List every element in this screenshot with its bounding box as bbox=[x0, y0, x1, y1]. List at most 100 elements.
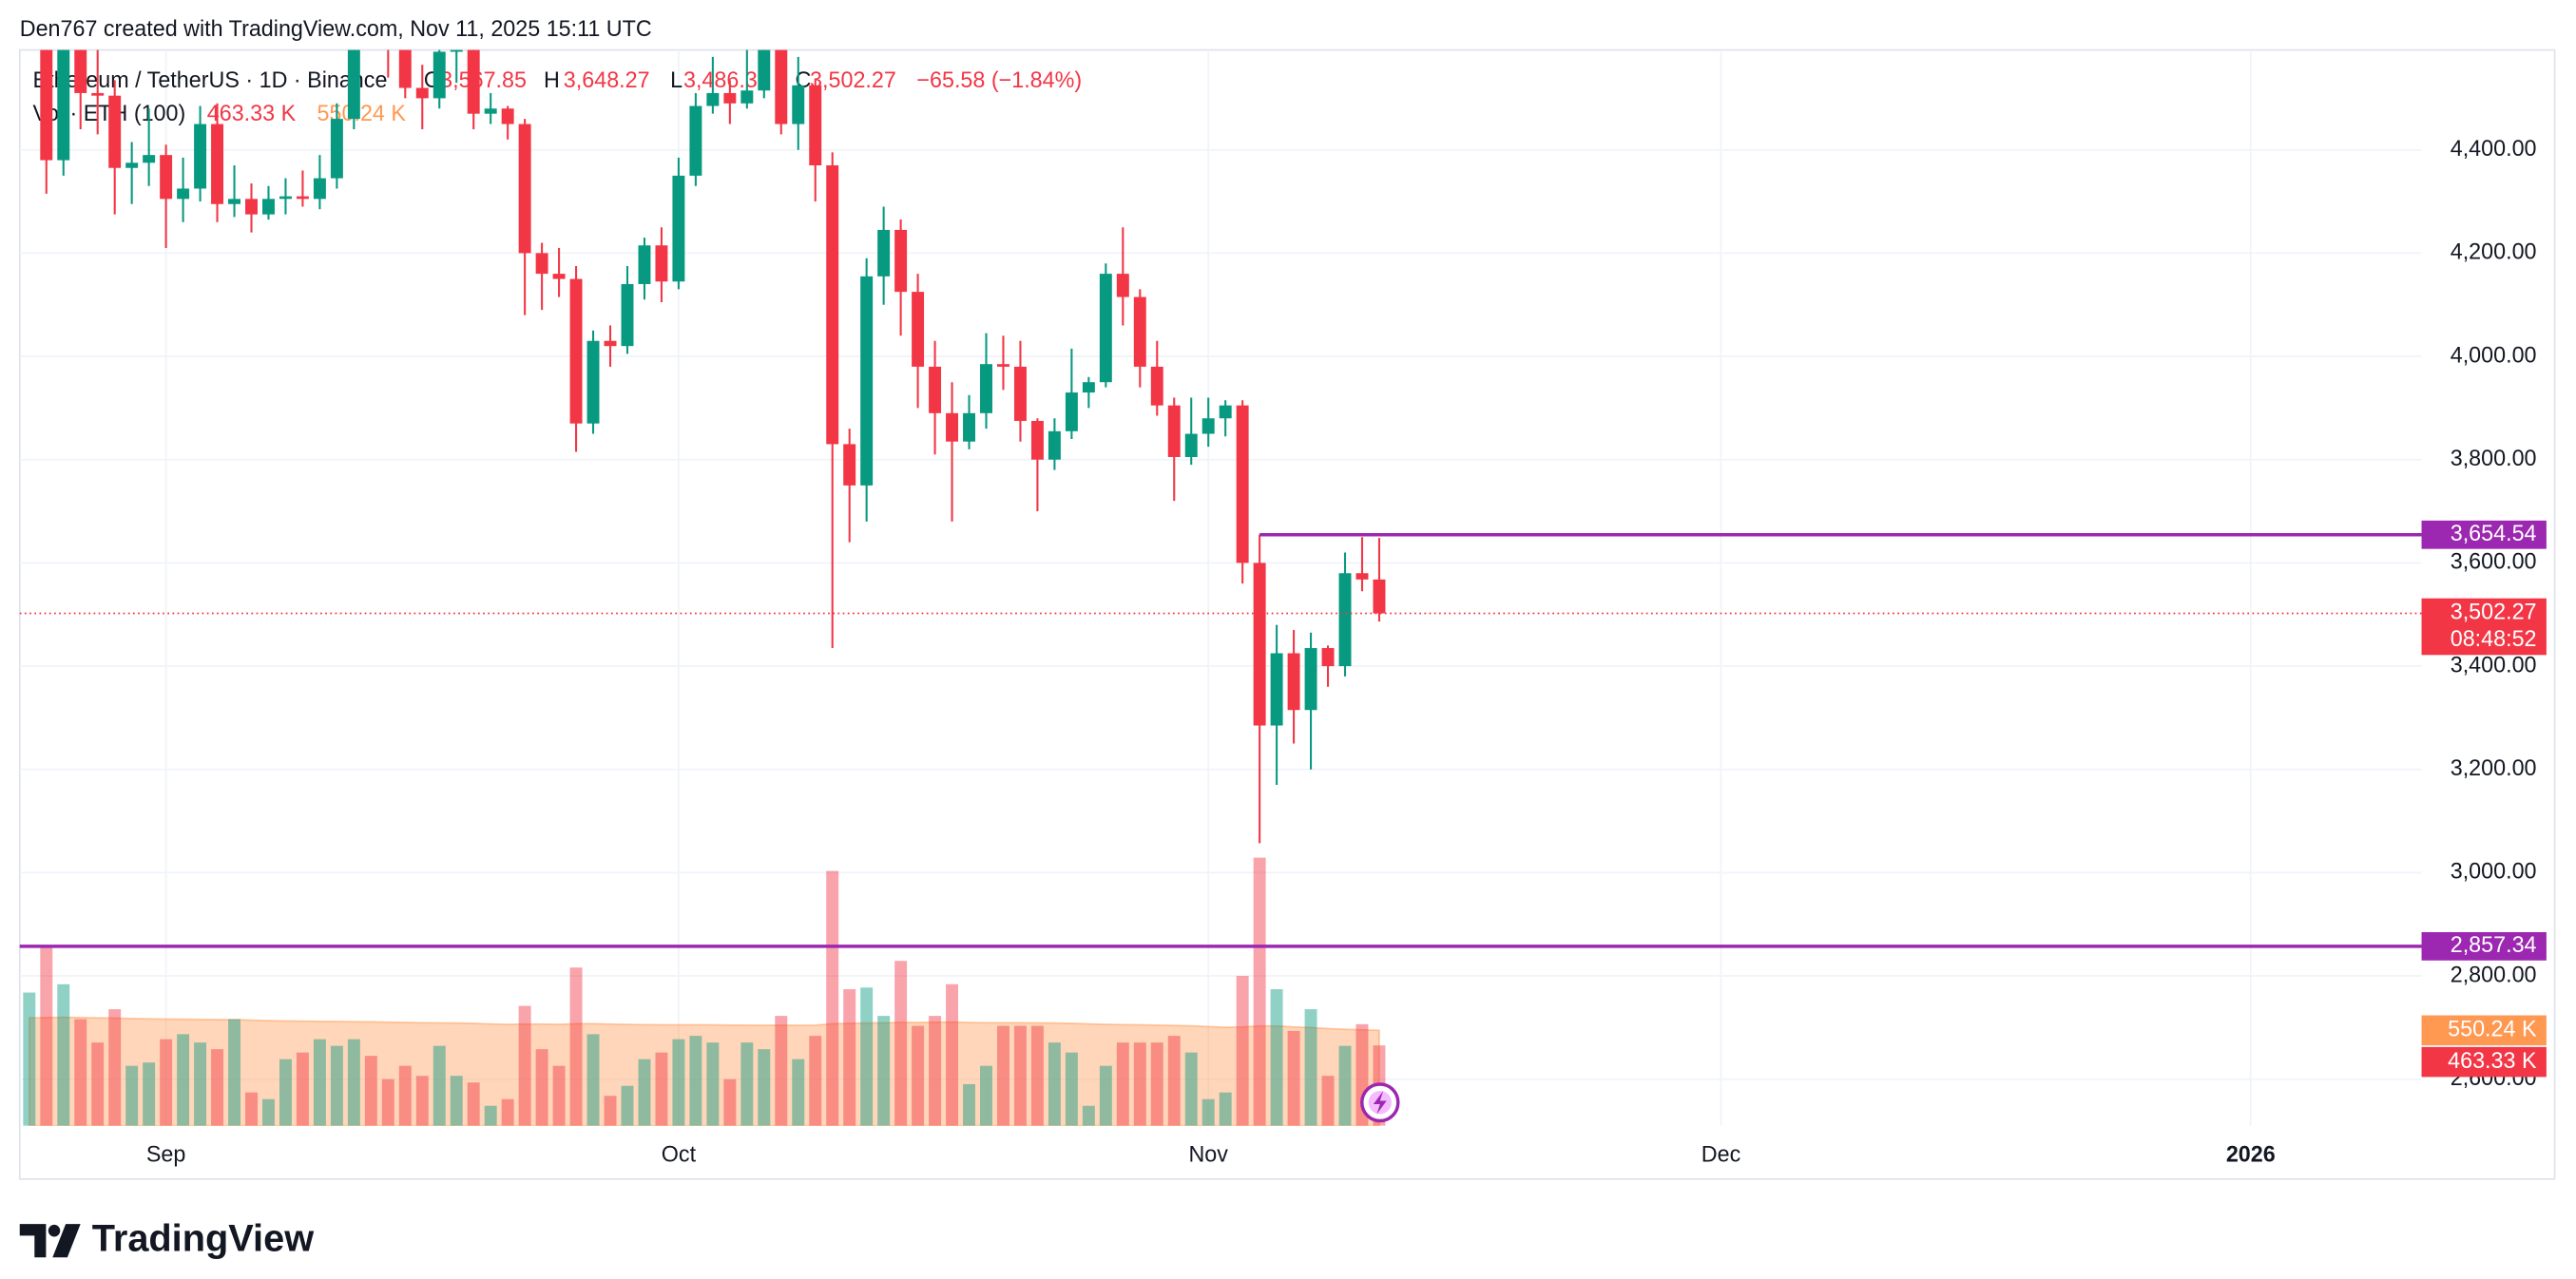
candle-body bbox=[1219, 405, 1232, 419]
volume-bar bbox=[347, 1039, 360, 1126]
last-price-label: 3,502.27 bbox=[2451, 600, 2537, 624]
volume-bar bbox=[792, 1059, 805, 1126]
candle-body bbox=[450, 49, 463, 52]
candle-body bbox=[160, 155, 173, 200]
alert-icon[interactable] bbox=[1360, 1082, 1400, 1123]
price-label-box bbox=[2421, 931, 2547, 961]
volume-bar bbox=[621, 1085, 634, 1126]
candle-body bbox=[809, 85, 822, 166]
volume-bar bbox=[313, 1039, 326, 1126]
volume-bar bbox=[997, 1025, 1009, 1126]
candle-body bbox=[1355, 573, 1369, 580]
candle-body bbox=[1236, 405, 1249, 563]
brand-name: TradingView bbox=[92, 1217, 315, 1259]
volume-bar bbox=[1048, 1042, 1061, 1126]
candle-body bbox=[365, 0, 377, 13]
volume-bar bbox=[364, 1056, 377, 1126]
candle-body bbox=[228, 199, 240, 204]
volume-bar bbox=[108, 1009, 122, 1126]
volume-bar bbox=[330, 1045, 343, 1126]
volume-bar bbox=[211, 1049, 224, 1126]
volume-bar bbox=[262, 1098, 275, 1126]
candle-body bbox=[91, 92, 105, 96]
candle-body bbox=[963, 412, 975, 442]
legend-key: L bbox=[670, 67, 682, 92]
volume-bar bbox=[415, 1076, 429, 1126]
y-tick-label: 3,200.00 bbox=[2451, 755, 2537, 780]
legend-symbol: Ethereum / TetherUS · 1D · Binance bbox=[33, 67, 388, 92]
candle-body bbox=[980, 364, 992, 413]
volume-bar bbox=[1013, 1025, 1027, 1126]
candle-body bbox=[740, 90, 754, 104]
volume-bar bbox=[1030, 1025, 1044, 1126]
last-price-box bbox=[2421, 598, 2547, 656]
legend-value: 3,567.85 bbox=[440, 67, 527, 92]
candle-body bbox=[689, 105, 702, 176]
candle-body bbox=[484, 108, 497, 114]
volume-bar bbox=[143, 1062, 156, 1126]
candle-body bbox=[296, 196, 309, 200]
volume-bar bbox=[723, 1079, 737, 1126]
candles bbox=[40, 0, 1386, 844]
volume-bar bbox=[860, 987, 874, 1126]
volume-bar bbox=[450, 1076, 463, 1126]
volume-bar bbox=[501, 1098, 514, 1126]
candle-body bbox=[946, 412, 959, 442]
candle-body bbox=[723, 92, 737, 104]
y-tick-label: 3,800.00 bbox=[2451, 446, 2537, 470]
volume-bar bbox=[689, 1036, 702, 1126]
volume-bar bbox=[740, 1042, 754, 1126]
candle-body bbox=[194, 124, 207, 189]
volume-bar bbox=[381, 1079, 394, 1126]
candle-body bbox=[1270, 653, 1283, 726]
volume-ma-label-box bbox=[2421, 1015, 2547, 1046]
candle-body bbox=[894, 229, 908, 293]
y-tick-label: 3,400.00 bbox=[2451, 652, 2537, 677]
volume-ma-label: 550.24 K bbox=[2448, 1016, 2537, 1040]
candle-body bbox=[586, 340, 600, 424]
volume-bar bbox=[57, 983, 70, 1126]
candle-body bbox=[655, 245, 668, 282]
volume-bar bbox=[160, 1039, 173, 1126]
candle-body bbox=[125, 162, 139, 168]
price-label-box bbox=[2421, 520, 2547, 549]
legend-key: H bbox=[544, 67, 560, 92]
candle-body bbox=[1133, 296, 1146, 367]
volume-bar bbox=[1167, 1036, 1181, 1126]
volume-bar bbox=[1065, 1052, 1078, 1126]
candle-body bbox=[245, 199, 258, 215]
attribution: Den767 created with TradingView.com, Nov… bbox=[20, 16, 652, 41]
y-tick-label: 2,800.00 bbox=[2451, 962, 2537, 986]
candle-body bbox=[467, 49, 480, 114]
candle-body bbox=[912, 292, 925, 367]
candle-body bbox=[638, 245, 651, 284]
volume-bar bbox=[518, 1005, 531, 1126]
candle-body bbox=[621, 283, 634, 347]
axes: 2,600.002,800.003,000.003,200.003,400.00… bbox=[146, 136, 2547, 1167]
volume-bar bbox=[963, 1083, 975, 1126]
volume-bar bbox=[552, 1065, 566, 1126]
y-tick-label: 4,200.00 bbox=[2451, 239, 2537, 263]
candle-body bbox=[518, 124, 531, 254]
candle-body bbox=[1253, 563, 1266, 726]
candle-body bbox=[143, 155, 156, 163]
candle-body bbox=[398, 49, 412, 88]
volume-bar bbox=[1287, 1030, 1300, 1126]
candle-body bbox=[792, 85, 805, 124]
volume-bar bbox=[809, 1036, 822, 1126]
legend-change: −65.58 (−1.84%) bbox=[916, 67, 1082, 92]
volume-bar bbox=[1082, 1105, 1095, 1126]
candle-body bbox=[1099, 274, 1112, 383]
candle-body bbox=[1201, 418, 1215, 434]
candle-body bbox=[1030, 420, 1044, 460]
volume-bar bbox=[912, 1025, 925, 1126]
volume-legend-value: 463.33 K bbox=[207, 101, 297, 125]
candle-body bbox=[1287, 653, 1300, 711]
volume-bar bbox=[245, 1092, 258, 1126]
volume-pane bbox=[23, 857, 1386, 1126]
volume-bar bbox=[980, 1065, 992, 1126]
volume-bar bbox=[877, 1016, 891, 1126]
candle-body bbox=[826, 165, 839, 445]
